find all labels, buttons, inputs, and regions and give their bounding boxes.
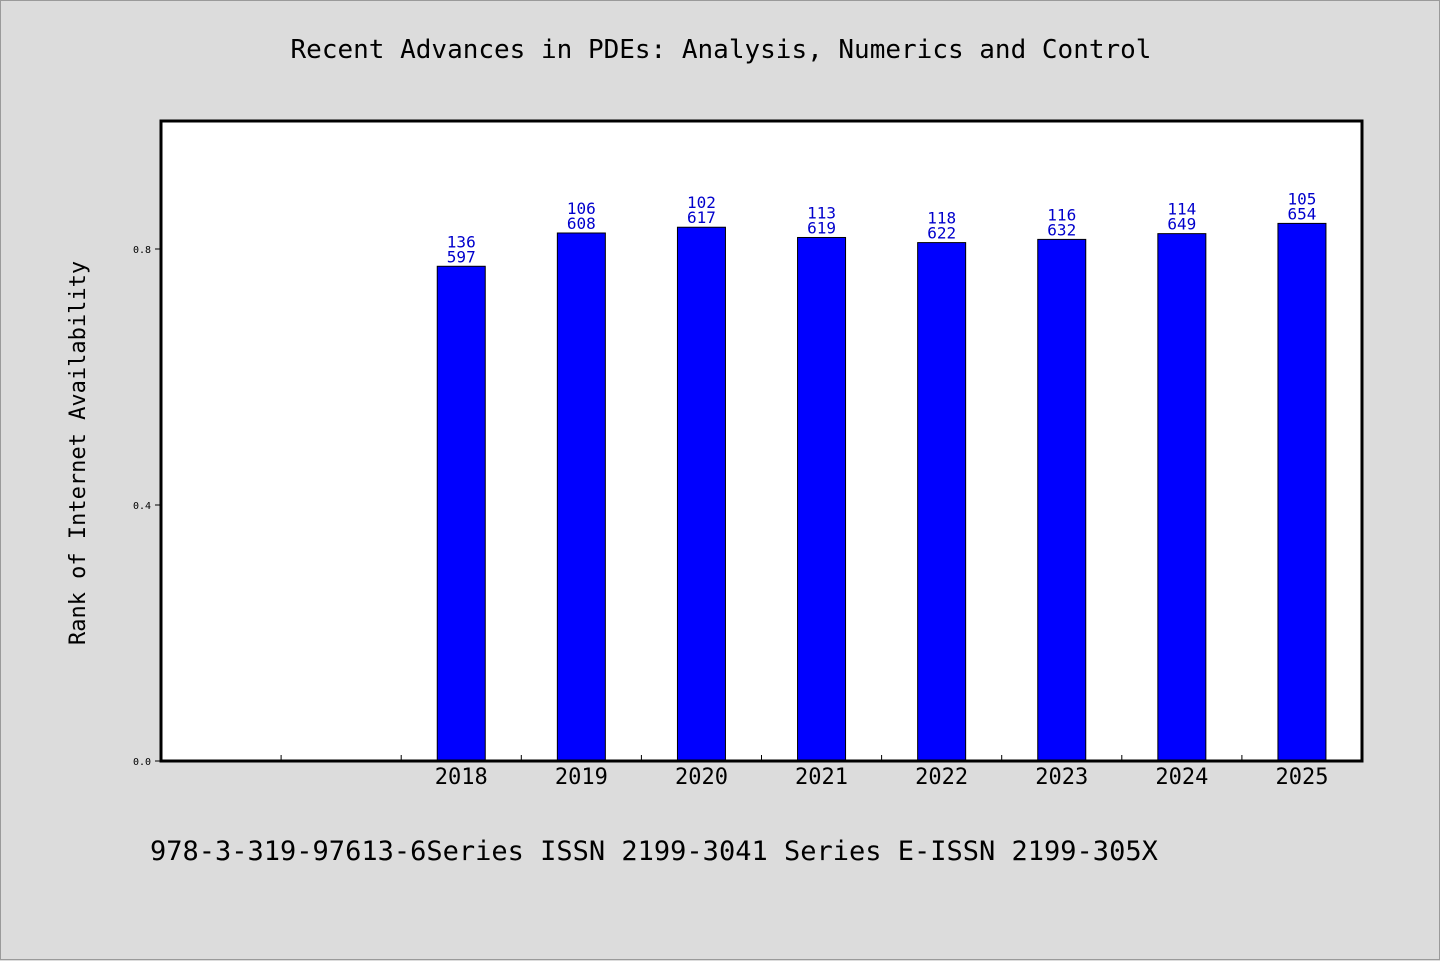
data-label-bottom: 597 — [447, 247, 476, 266]
data-label-bottom: 622 — [927, 224, 956, 243]
y-tick-label: 0.0 — [133, 757, 151, 768]
data-label-top: 136 — [447, 232, 476, 251]
x-tick-label: 2025 — [1275, 765, 1328, 790]
bar — [556, 232, 606, 762]
bar — [1037, 238, 1087, 762]
data-label-top: 116 — [1047, 205, 1076, 224]
bar — [1157, 233, 1207, 762]
data-label-bottom: 654 — [1287, 204, 1316, 223]
data-label-top: 102 — [687, 193, 716, 212]
data-label-bottom: 649 — [1167, 215, 1196, 234]
x-tick-label: 2024 — [1155, 765, 1208, 790]
data-label-top: 113 — [807, 203, 836, 222]
y-tick-label: 0.4 — [133, 501, 151, 512]
data-label-top: 106 — [567, 199, 596, 218]
series-issn-text: 978-3-319-97613-6Series ISSN 2199-3041 S… — [150, 836, 1158, 867]
bar — [797, 236, 847, 762]
data-label-top: 105 — [1287, 189, 1316, 208]
data-label-top: 114 — [1167, 200, 1196, 219]
x-tick-label: 2019 — [555, 765, 608, 790]
bar — [436, 265, 486, 762]
bar — [1277, 222, 1327, 762]
y-axis-label: Rank of Internet Availability — [66, 261, 91, 645]
x-axis: 2018 2019 2020 2021 2022 2023 2024 2025 — [280, 755, 1328, 790]
x-tick-label: 2021 — [795, 765, 848, 790]
x-tick-label: 2022 — [915, 765, 968, 790]
data-label-top: 118 — [927, 209, 956, 228]
plot-border — [159, 119, 1364, 763]
data-label-bottom: 608 — [567, 214, 596, 233]
data-label-bottom: 632 — [1047, 220, 1076, 239]
y-tick-label: 0.8 — [133, 245, 151, 256]
bar — [917, 242, 967, 762]
x-tick-label: 2023 — [1035, 765, 1088, 790]
y-axis: 0.0 0.4 0.8 — [133, 245, 161, 768]
x-tick-label: 2018 — [435, 765, 488, 790]
x-tick-label: 2020 — [675, 765, 728, 790]
bar — [676, 226, 726, 762]
chart-title: Recent Advances in PDEs: Analysis, Numer… — [290, 35, 1152, 65]
bars — [436, 222, 1327, 762]
data-label-bottom: 619 — [807, 218, 836, 237]
data-label-bottom: 617 — [687, 208, 716, 227]
